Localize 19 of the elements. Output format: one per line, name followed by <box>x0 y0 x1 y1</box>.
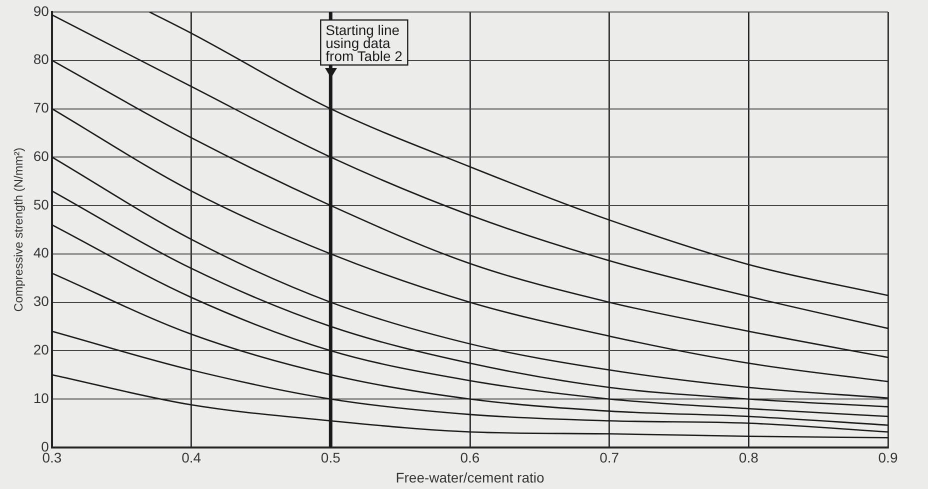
y-tick-label: 90 <box>33 2 50 19</box>
y-tick-label: 60 <box>33 148 50 164</box>
x-tick-label: 0.5 <box>320 450 341 466</box>
y-tick-label: 20 <box>33 342 50 358</box>
y-tick-label: 40 <box>33 244 50 261</box>
x-tick-label: 0.6 <box>460 450 480 466</box>
x-tick-label: 0.9 <box>878 450 898 466</box>
y-tick-label: 50 <box>33 196 50 212</box>
y-axis-title: Compressive strength (N/mm²) <box>12 148 26 312</box>
x-tick-label: 0.4 <box>182 450 202 466</box>
y-tick-label: 10 <box>33 390 50 406</box>
y-tick-label: 0 <box>41 438 50 454</box>
x-axis-title: Free-water/cement ratio <box>396 469 544 486</box>
y-tick-label: 30 <box>33 293 50 310</box>
ref-line-label: Starting line using data from Table 2 <box>326 22 403 64</box>
x-tick-label: 0.7 <box>600 450 620 466</box>
x-tick-label: 0.8 <box>738 450 759 466</box>
y-tick-label: 70 <box>33 100 50 116</box>
y-tick-label: 80 <box>33 51 50 68</box>
